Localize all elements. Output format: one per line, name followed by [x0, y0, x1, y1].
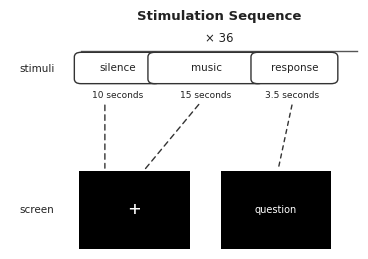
Text: music: music — [191, 63, 222, 73]
FancyBboxPatch shape — [148, 52, 264, 84]
Bar — [79, 171, 190, 249]
Text: response: response — [270, 63, 318, 73]
Bar — [221, 171, 331, 249]
Text: 15 seconds: 15 seconds — [180, 91, 232, 100]
Text: +: + — [128, 200, 140, 219]
Text: Stimulation Sequence: Stimulation Sequence — [137, 10, 301, 23]
Text: 10 seconds: 10 seconds — [92, 91, 144, 100]
FancyBboxPatch shape — [74, 52, 161, 84]
Text: stimuli: stimuli — [19, 64, 54, 74]
FancyBboxPatch shape — [251, 52, 338, 84]
Text: 3.5 seconds: 3.5 seconds — [265, 91, 320, 100]
Text: question: question — [255, 205, 297, 215]
Text: silence: silence — [99, 63, 136, 73]
Text: × 36: × 36 — [205, 32, 233, 45]
Text: screen: screen — [20, 205, 54, 215]
